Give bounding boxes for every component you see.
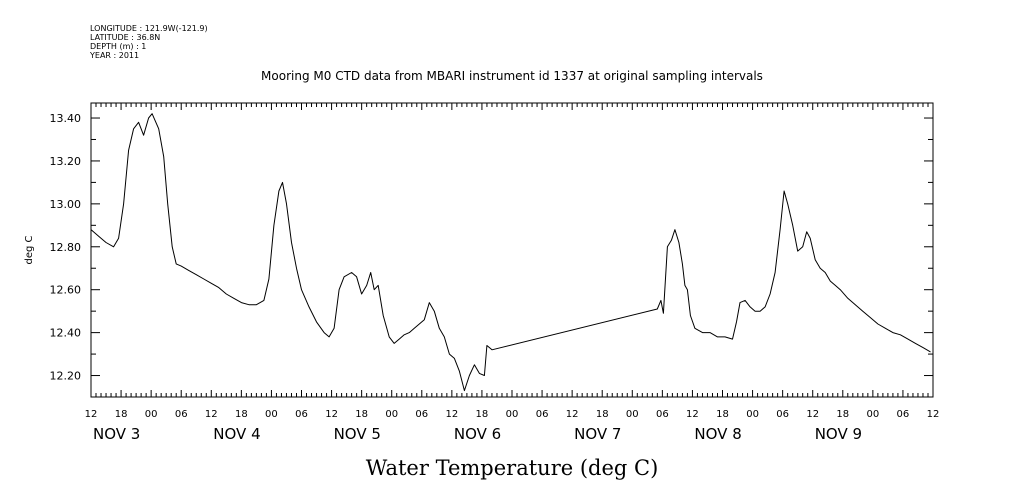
x-axis: 12 18 00 06 12 18 00 06 12 18 00 06 12 18 00 06 12 18 00 06… bbox=[85, 103, 940, 443]
x-day-label: NOV 8 bbox=[694, 425, 741, 443]
x-hour-label: 06 bbox=[415, 409, 428, 420]
x-day-label: NOV 5 bbox=[334, 425, 381, 443]
y-tick-label: 12.40 bbox=[50, 327, 82, 340]
x-day-label: NOV 4 bbox=[213, 425, 260, 443]
y-tick-label: 12.20 bbox=[50, 370, 82, 383]
y-tick-label: 13.00 bbox=[50, 198, 82, 211]
plot-frame bbox=[90, 102, 934, 398]
x-hour-label: 18 bbox=[115, 409, 128, 420]
series-layer bbox=[90, 113, 931, 392]
depth-label: DEPTH (m) : 1 bbox=[90, 42, 146, 51]
x-day-label: NOV 3 bbox=[93, 425, 140, 443]
x-hour-label: 18 bbox=[476, 409, 489, 420]
x-day-label: NOV 7 bbox=[574, 425, 621, 443]
x-hour-label: 00 bbox=[506, 409, 519, 420]
x-hour-label: 12 bbox=[806, 409, 819, 420]
x-hour-label: 00 bbox=[265, 409, 278, 420]
y-tick-label: 13.20 bbox=[50, 155, 82, 168]
x-hour-label: 12 bbox=[205, 409, 218, 420]
y-axis: 12.20 12.40 12.60 12.80 13.00 13.20 13.40 bbox=[50, 112, 933, 398]
x-hour-label: 00 bbox=[746, 409, 759, 420]
x-hour-label: 06 bbox=[776, 409, 789, 420]
x-hour-label: 12 bbox=[566, 409, 579, 420]
x-hour-label: 18 bbox=[235, 409, 248, 420]
x-hour-label: 06 bbox=[897, 409, 910, 420]
x-hour-label: 12 bbox=[325, 409, 338, 420]
x-axis-label: Water Temperature (deg C) bbox=[366, 456, 659, 480]
longitude-label: LONGITUDE : 121.9W(-121.9) bbox=[90, 24, 208, 33]
x-hour-label: 06 bbox=[295, 409, 308, 420]
x-hour-label: 06 bbox=[175, 409, 188, 420]
latitude-label: LATITUDE : 36.8N bbox=[90, 33, 160, 42]
x-hour-label: 06 bbox=[536, 409, 549, 420]
year-label: YEAR : 2011 bbox=[89, 51, 139, 60]
x-hour-label: 12 bbox=[927, 409, 940, 420]
y-tick-label: 12.80 bbox=[50, 241, 82, 254]
x-hour-label: 12 bbox=[445, 409, 458, 420]
x-hour-label: 18 bbox=[355, 409, 368, 420]
x-hour-label: 12 bbox=[686, 409, 699, 420]
x-hour-label: 00 bbox=[866, 409, 879, 420]
x-hour-label: 00 bbox=[626, 409, 639, 420]
y-tick-label: 12.60 bbox=[50, 284, 82, 297]
x-hour-label: 12 bbox=[85, 409, 98, 420]
water-temperature-line bbox=[90, 113, 931, 392]
x-hour-label: 06 bbox=[656, 409, 669, 420]
chart-title: Mooring M0 CTD data from MBARI instrumen… bbox=[261, 69, 763, 83]
y-axis-label: deg C bbox=[24, 235, 35, 264]
x-hour-label: 00 bbox=[145, 409, 158, 420]
x-day-label: NOV 6 bbox=[454, 425, 501, 443]
y-tick-label: 13.40 bbox=[50, 112, 82, 125]
x-hour-label: 18 bbox=[596, 409, 609, 420]
x-day-label: NOV 9 bbox=[815, 425, 862, 443]
x-hour-label: 18 bbox=[716, 409, 729, 420]
x-hour-label: 18 bbox=[836, 409, 849, 420]
x-hour-label: 00 bbox=[385, 409, 398, 420]
